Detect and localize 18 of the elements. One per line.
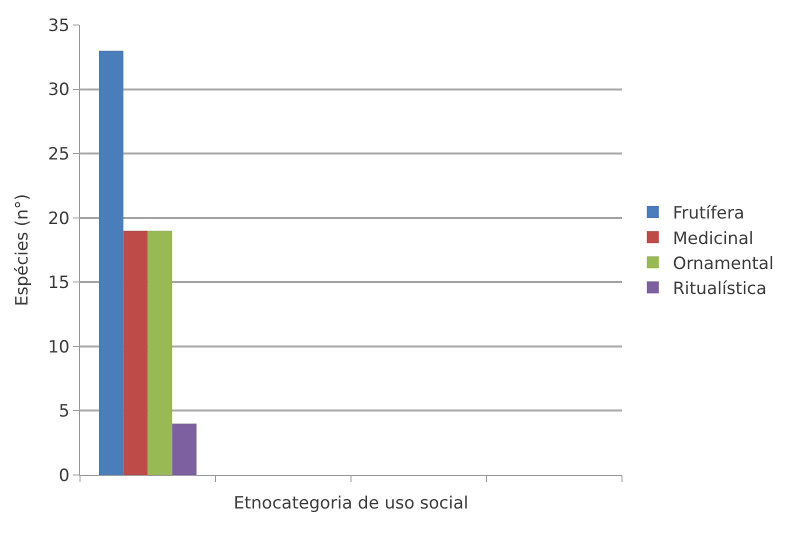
y-tick-label: 25 [48, 144, 70, 165]
legend-label: Frutífera [672, 204, 744, 224]
y-axis-title: Espécies (n°) [12, 194, 33, 306]
x-axis-title: Etnocategoria de uso social [234, 493, 468, 514]
legend-label: Medicinal [672, 228, 754, 249]
bar [172, 424, 197, 475]
y-tick-label: 30 [48, 80, 70, 100]
legend-label: Ritualística [672, 278, 767, 299]
y-tick-label: 20 [48, 208, 70, 229]
bar [123, 230, 148, 475]
bar [148, 230, 172, 475]
legend-label: Ornamental [672, 254, 774, 274]
y-tick-label: 10 [48, 337, 70, 358]
y-tick-label: 15 [48, 273, 70, 294]
y-tick-label: 35 [48, 16, 70, 36]
y-tick-label: 0 [58, 466, 70, 486]
y-tick-label: 5 [58, 402, 70, 422]
bar [98, 50, 124, 475]
